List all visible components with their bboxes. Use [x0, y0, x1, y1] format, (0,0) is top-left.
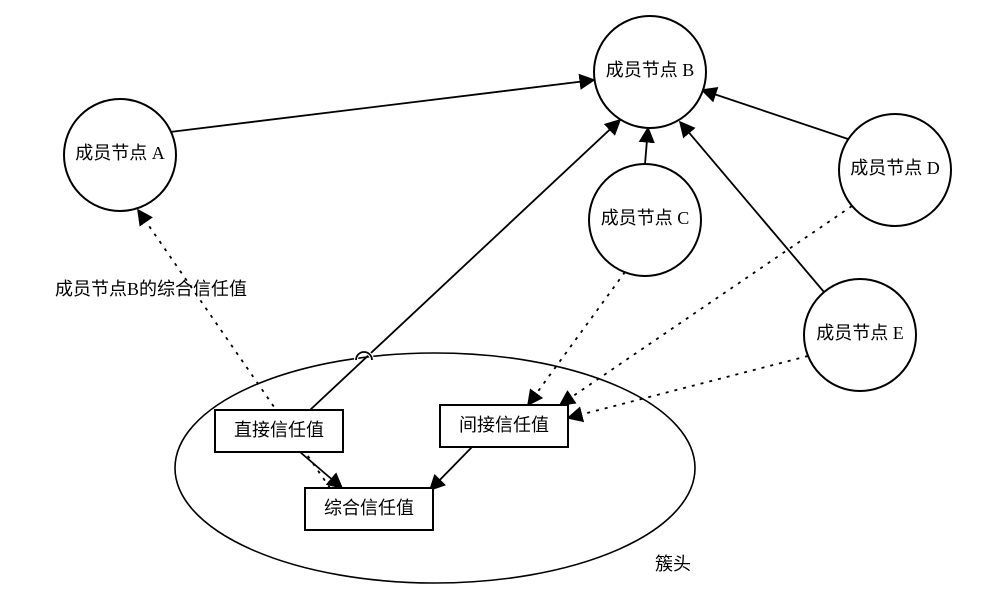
member-node-C-label: 成员节点 C [601, 208, 690, 228]
member-node-E-label: 成员节点 E [816, 323, 904, 343]
cluster-head-ellipse [175, 353, 695, 583]
member-node-A-label: 成员节点 A [75, 143, 165, 163]
member-node-C: 成员节点 C [589, 164, 701, 276]
member-node-B: 成员节点 B [594, 16, 706, 128]
trust-box-indirect: 间接信任值 [440, 405, 568, 447]
edge-direct-to-combined [300, 452, 342, 488]
combined-trust-feedback-label: 成员节点B的综合信任值 [55, 279, 247, 299]
diagram-canvas: 成员节点 A 成员节点 B 成员节点 C 成员节点 D 成员节点 E 直接信任值 间接信任… [0, 0, 1000, 613]
edge-C-to-B [645, 128, 648, 164]
edge-C-to-indirect [528, 272, 625, 405]
cluster-head-label: 簇头 [655, 554, 691, 574]
trust-value-boxes-group: 直接信任值 间接信任值综合信任值 [215, 405, 568, 530]
edge-indirect-to-combined [430, 447, 472, 490]
trust-box-indirect-label: 间接信任值 [459, 415, 549, 435]
edge-E-to-indirect [568, 356, 808, 418]
member-nodes-group: 成员节点 A 成员节点 B 成员节点 C 成员节点 D 成员节点 E [64, 16, 951, 391]
edge-D-to-B [702, 90, 848, 139]
member-node-B-label: 成员节点 B [606, 60, 695, 80]
edge-E-to-B [680, 122, 824, 292]
edge-direct-to-B [310, 120, 620, 410]
trust-box-direct: 直接信任值 [215, 410, 343, 452]
trust-box-combined-label: 综合信任值 [324, 498, 414, 518]
member-node-A: 成员节点 A [64, 99, 176, 211]
member-node-E: 成员节点 E [804, 279, 916, 391]
member-node-D: 成员节点 D [839, 114, 951, 226]
trust-box-combined: 综合信任值 [305, 488, 433, 530]
edge-A-to-B [170, 80, 594, 132]
member-node-D-label: 成员节点 D [850, 158, 940, 178]
trust-box-direct-label: 直接信任值 [234, 420, 324, 440]
